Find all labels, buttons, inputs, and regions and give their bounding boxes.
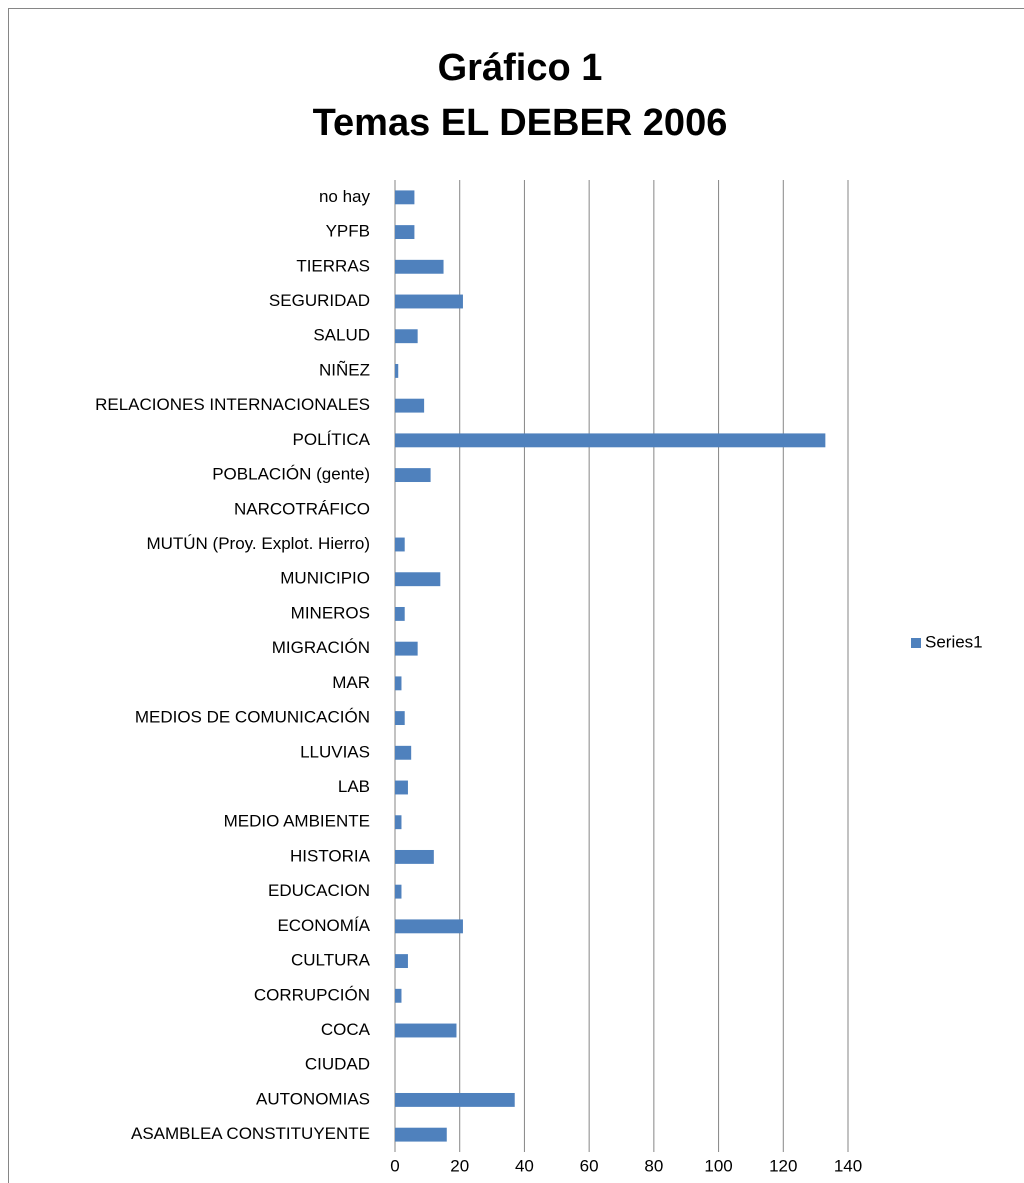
bar bbox=[395, 225, 415, 240]
y-tick-label: MEDIOS DE COMUNICACIÓN bbox=[135, 708, 370, 727]
y-tick-label: MUTÚN (Proy. Explot. Hierro) bbox=[146, 534, 370, 553]
bar bbox=[395, 954, 408, 969]
y-tick-label: ASAMBLEA CONSTITUYENTE bbox=[131, 1124, 370, 1143]
bar bbox=[395, 294, 463, 309]
chart-border bbox=[8, 8, 1024, 1183]
bar bbox=[395, 1092, 515, 1107]
bar bbox=[395, 884, 402, 899]
bar bbox=[395, 745, 412, 760]
bar bbox=[395, 1023, 457, 1038]
bar bbox=[395, 433, 826, 448]
y-tick-label: CULTURA bbox=[291, 951, 371, 970]
y-tick-label: AUTONOMIAS bbox=[256, 1089, 370, 1108]
chart-title: Gráfico 1 bbox=[438, 47, 603, 89]
chart-title: Temas EL DEBER 2006 bbox=[313, 102, 728, 144]
y-tick-label: NARCOTRÁFICO bbox=[234, 499, 370, 518]
y-tick-label: POLÍTICA bbox=[293, 430, 371, 449]
bar bbox=[395, 606, 405, 621]
bar bbox=[395, 537, 405, 552]
y-tick-label: MIGRACIÓN bbox=[272, 638, 370, 657]
bar bbox=[395, 711, 405, 726]
y-tick-label: NIÑEZ bbox=[319, 360, 370, 379]
bar bbox=[395, 815, 402, 830]
x-tick-label: 100 bbox=[704, 1156, 732, 1175]
y-tick-label: POBLACIÓN (gente) bbox=[212, 465, 370, 484]
y-tick-label: MINEROS bbox=[291, 603, 370, 622]
x-tick-label: 60 bbox=[580, 1156, 599, 1175]
bar bbox=[395, 190, 415, 205]
bar bbox=[395, 849, 434, 864]
bar bbox=[395, 572, 441, 587]
bar bbox=[395, 676, 402, 691]
y-tick-label: MUNICIPIO bbox=[280, 569, 370, 588]
legend-label: Series1 bbox=[925, 632, 983, 651]
y-tick-label: RELACIONES INTERNACIONALES bbox=[95, 395, 370, 414]
y-tick-label: no hay bbox=[319, 187, 371, 206]
y-tick-label: CORRUPCIÓN bbox=[254, 985, 370, 1004]
x-tick-label: 80 bbox=[644, 1156, 663, 1175]
bar bbox=[395, 780, 408, 795]
y-tick-label: LAB bbox=[338, 777, 370, 796]
y-tick-label: TIERRAS bbox=[296, 256, 370, 275]
y-tick-label: YPFB bbox=[326, 222, 370, 241]
y-tick-label: COCA bbox=[321, 1020, 371, 1039]
bar bbox=[395, 988, 402, 1003]
y-tick-label: SEGURIDAD bbox=[269, 291, 370, 310]
bar bbox=[395, 468, 431, 483]
bar bbox=[395, 398, 425, 413]
bar bbox=[395, 1127, 447, 1142]
bar bbox=[395, 919, 463, 934]
y-tick-label: MEDIO AMBIENTE bbox=[224, 812, 370, 831]
y-tick-label: ECONOMÍA bbox=[277, 916, 370, 935]
y-tick-label: LLUVIAS bbox=[300, 742, 370, 761]
x-tick-label: 40 bbox=[515, 1156, 534, 1175]
bar bbox=[395, 329, 418, 344]
bar bbox=[395, 363, 399, 378]
y-tick-label: MAR bbox=[332, 673, 370, 692]
bar bbox=[395, 259, 444, 274]
y-tick-label: EDUCACION bbox=[268, 881, 370, 900]
bar bbox=[395, 641, 418, 656]
x-tick-label: 120 bbox=[769, 1156, 797, 1175]
x-tick-label: 20 bbox=[450, 1156, 469, 1175]
y-tick-label: HISTORIA bbox=[290, 846, 371, 865]
y-tick-label: CIUDAD bbox=[305, 1055, 370, 1074]
x-tick-label: 0 bbox=[390, 1156, 399, 1175]
y-tick-label: SALUD bbox=[313, 326, 370, 345]
x-tick-label: 140 bbox=[834, 1156, 862, 1175]
legend-swatch bbox=[911, 638, 921, 648]
